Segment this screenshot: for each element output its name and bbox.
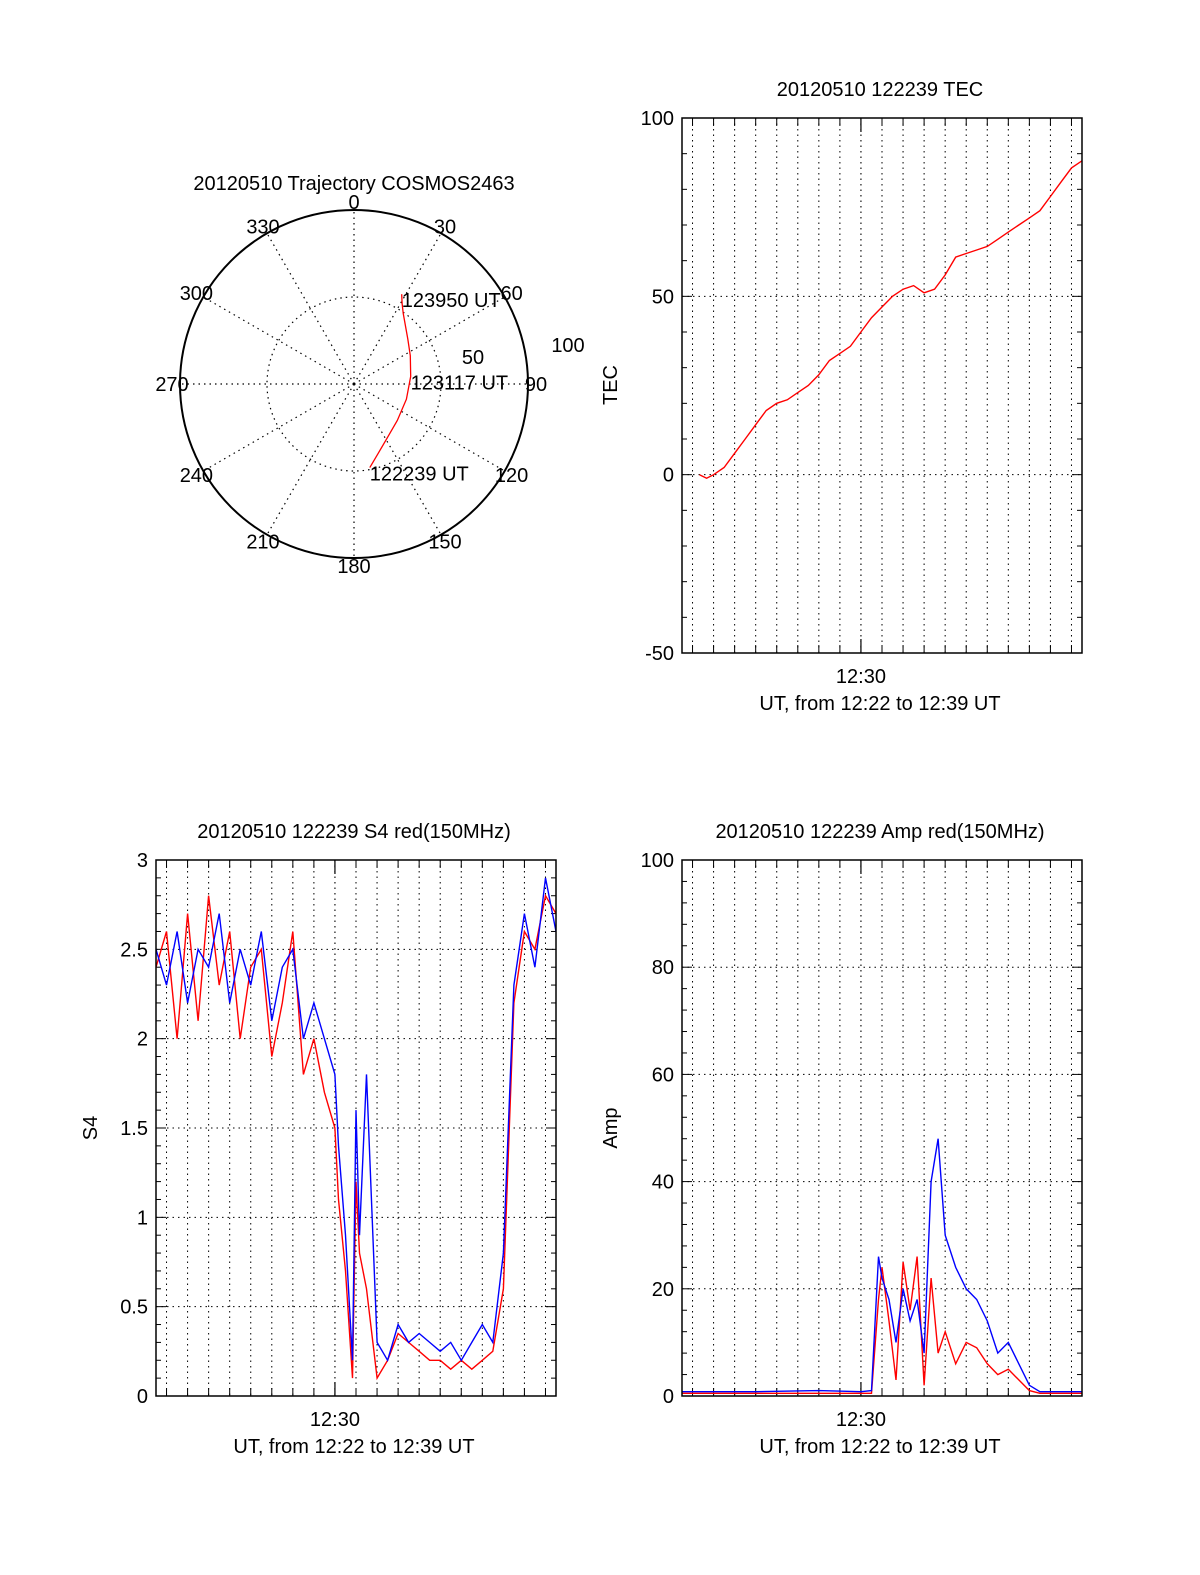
y-tick-label: 20 — [652, 1279, 674, 1301]
trajectory-annotation: 122239 UT — [370, 464, 469, 486]
trajectory-annotation: 123117 UT — [411, 372, 508, 394]
polar-spoke — [353, 383, 442, 535]
y-tick-label: 3 — [137, 850, 148, 872]
y-tick-label: 2 — [137, 1029, 148, 1051]
tec-panel: 20120510 122239 TEC TEC UT, from 12:22 t… — [600, 79, 1083, 715]
trajectory-annotation: 123950 UT — [402, 290, 501, 312]
azimuth-label: 120 — [495, 465, 528, 487]
trajectory-annotations: 123950 UT 123117 UT 122239 UT — [370, 290, 508, 485]
polar-spoke — [266, 383, 355, 535]
trajectory-title: 20120510 Trajectory COSMOS2463 — [193, 173, 514, 195]
amp-xlabel: UT, from 12:22 to 12:39 UT — [759, 1436, 1000, 1458]
radial-label: 100 — [551, 335, 584, 357]
s4-plot-area: 0 0.5 1 1.5 2 2.5 3 12:30 — [120, 850, 557, 1431]
y-tick-label: 1.5 — [120, 1118, 148, 1140]
trajectory-radial-labels: 50 100 — [462, 335, 585, 369]
amp-title: 20120510 122239 Amp red(150MHz) — [715, 821, 1044, 843]
y-tick-label: -50 — [645, 643, 674, 665]
radial-label: 50 — [462, 347, 484, 369]
y-tick-label: 0.5 — [120, 1297, 148, 1319]
x-tick-label: 12:30 — [310, 1409, 360, 1431]
series-line-1 — [156, 877, 556, 1363]
azimuth-label: 90 — [525, 374, 547, 396]
amp-ylabel: Amp — [600, 1107, 622, 1148]
azimuth-label: 210 — [246, 532, 279, 554]
s4-ylabel: S4 — [80, 1116, 102, 1140]
y-tick-label: 1 — [137, 1207, 148, 1229]
azimuth-label: 30 — [434, 216, 456, 238]
x-tick-label: 12:30 — [836, 1409, 886, 1431]
azimuth-label: 180 — [337, 556, 370, 578]
plot-frame — [681, 117, 1083, 654]
plot-frame — [155, 859, 557, 1397]
polar-inner-circle — [266, 296, 442, 472]
y-tick-label: 60 — [652, 1064, 674, 1086]
x-tick-label: 12:30 — [836, 666, 886, 688]
plot-frame — [681, 859, 1083, 1397]
polar-spoke — [353, 233, 442, 385]
s4-xlabel: UT, from 12:22 to 12:39 UT — [233, 1436, 474, 1458]
polar-spoke — [266, 233, 355, 385]
y-tick-label: 0 — [663, 465, 674, 487]
azimuth-label: 270 — [155, 374, 188, 396]
polar-spoke — [353, 296, 505, 385]
tec-ylabel: TEC — [600, 365, 622, 405]
azimuth-label: 240 — [180, 465, 213, 487]
azimuth-label: 300 — [180, 283, 213, 305]
amp-panel: 20120510 122239 Amp red(150MHz) Amp UT, … — [600, 821, 1083, 1458]
series-line-0 — [682, 1256, 1082, 1394]
tec-title: 20120510 122239 TEC — [777, 79, 983, 101]
y-tick-label: 80 — [652, 957, 674, 979]
trajectory-azimuth-labels: 0 30 60 90 120 150 180 210 240 270 300 330 — [155, 192, 547, 578]
trajectory-line — [369, 294, 412, 468]
y-tick-label: 0 — [663, 1386, 674, 1408]
y-tick-label: 50 — [652, 286, 674, 308]
y-tick-label: 100 — [641, 108, 674, 130]
s4-panel: 20120510 122239 S4 red(150MHz) S4 UT, fr… — [80, 821, 557, 1458]
azimuth-label: 330 — [246, 216, 279, 238]
series-line-0 — [699, 160, 1082, 479]
tec-plot-area: -50 0 50 100 12:30 — [641, 108, 1083, 688]
trajectory-grid — [179, 209, 529, 559]
azimuth-label: 150 — [428, 532, 461, 554]
y-tick-label: 40 — [652, 1172, 674, 1194]
polar-spoke — [203, 383, 355, 472]
amp-plot-area: 0 20 40 60 80 100 12:30 — [641, 850, 1083, 1431]
azimuth-label: 0 — [348, 192, 359, 214]
trajectory-series — [369, 294, 412, 468]
polar-spoke — [353, 383, 505, 472]
polar-outer-circle — [179, 209, 529, 559]
y-tick-label: 2.5 — [120, 939, 148, 961]
y-tick-label: 0 — [137, 1386, 148, 1408]
azimuth-label: 60 — [500, 283, 522, 305]
trajectory-panel: 20120510 Trajectory COSMOS2463 0 30 60 90 12… — [155, 173, 584, 578]
series-line-1 — [682, 1138, 1082, 1393]
y-tick-label: 100 — [641, 850, 674, 872]
polar-spoke — [203, 296, 355, 385]
tec-xlabel: UT, from 12:22 to 12:39 UT — [759, 693, 1000, 715]
s4-title: 20120510 122239 S4 red(150MHz) — [197, 821, 511, 843]
